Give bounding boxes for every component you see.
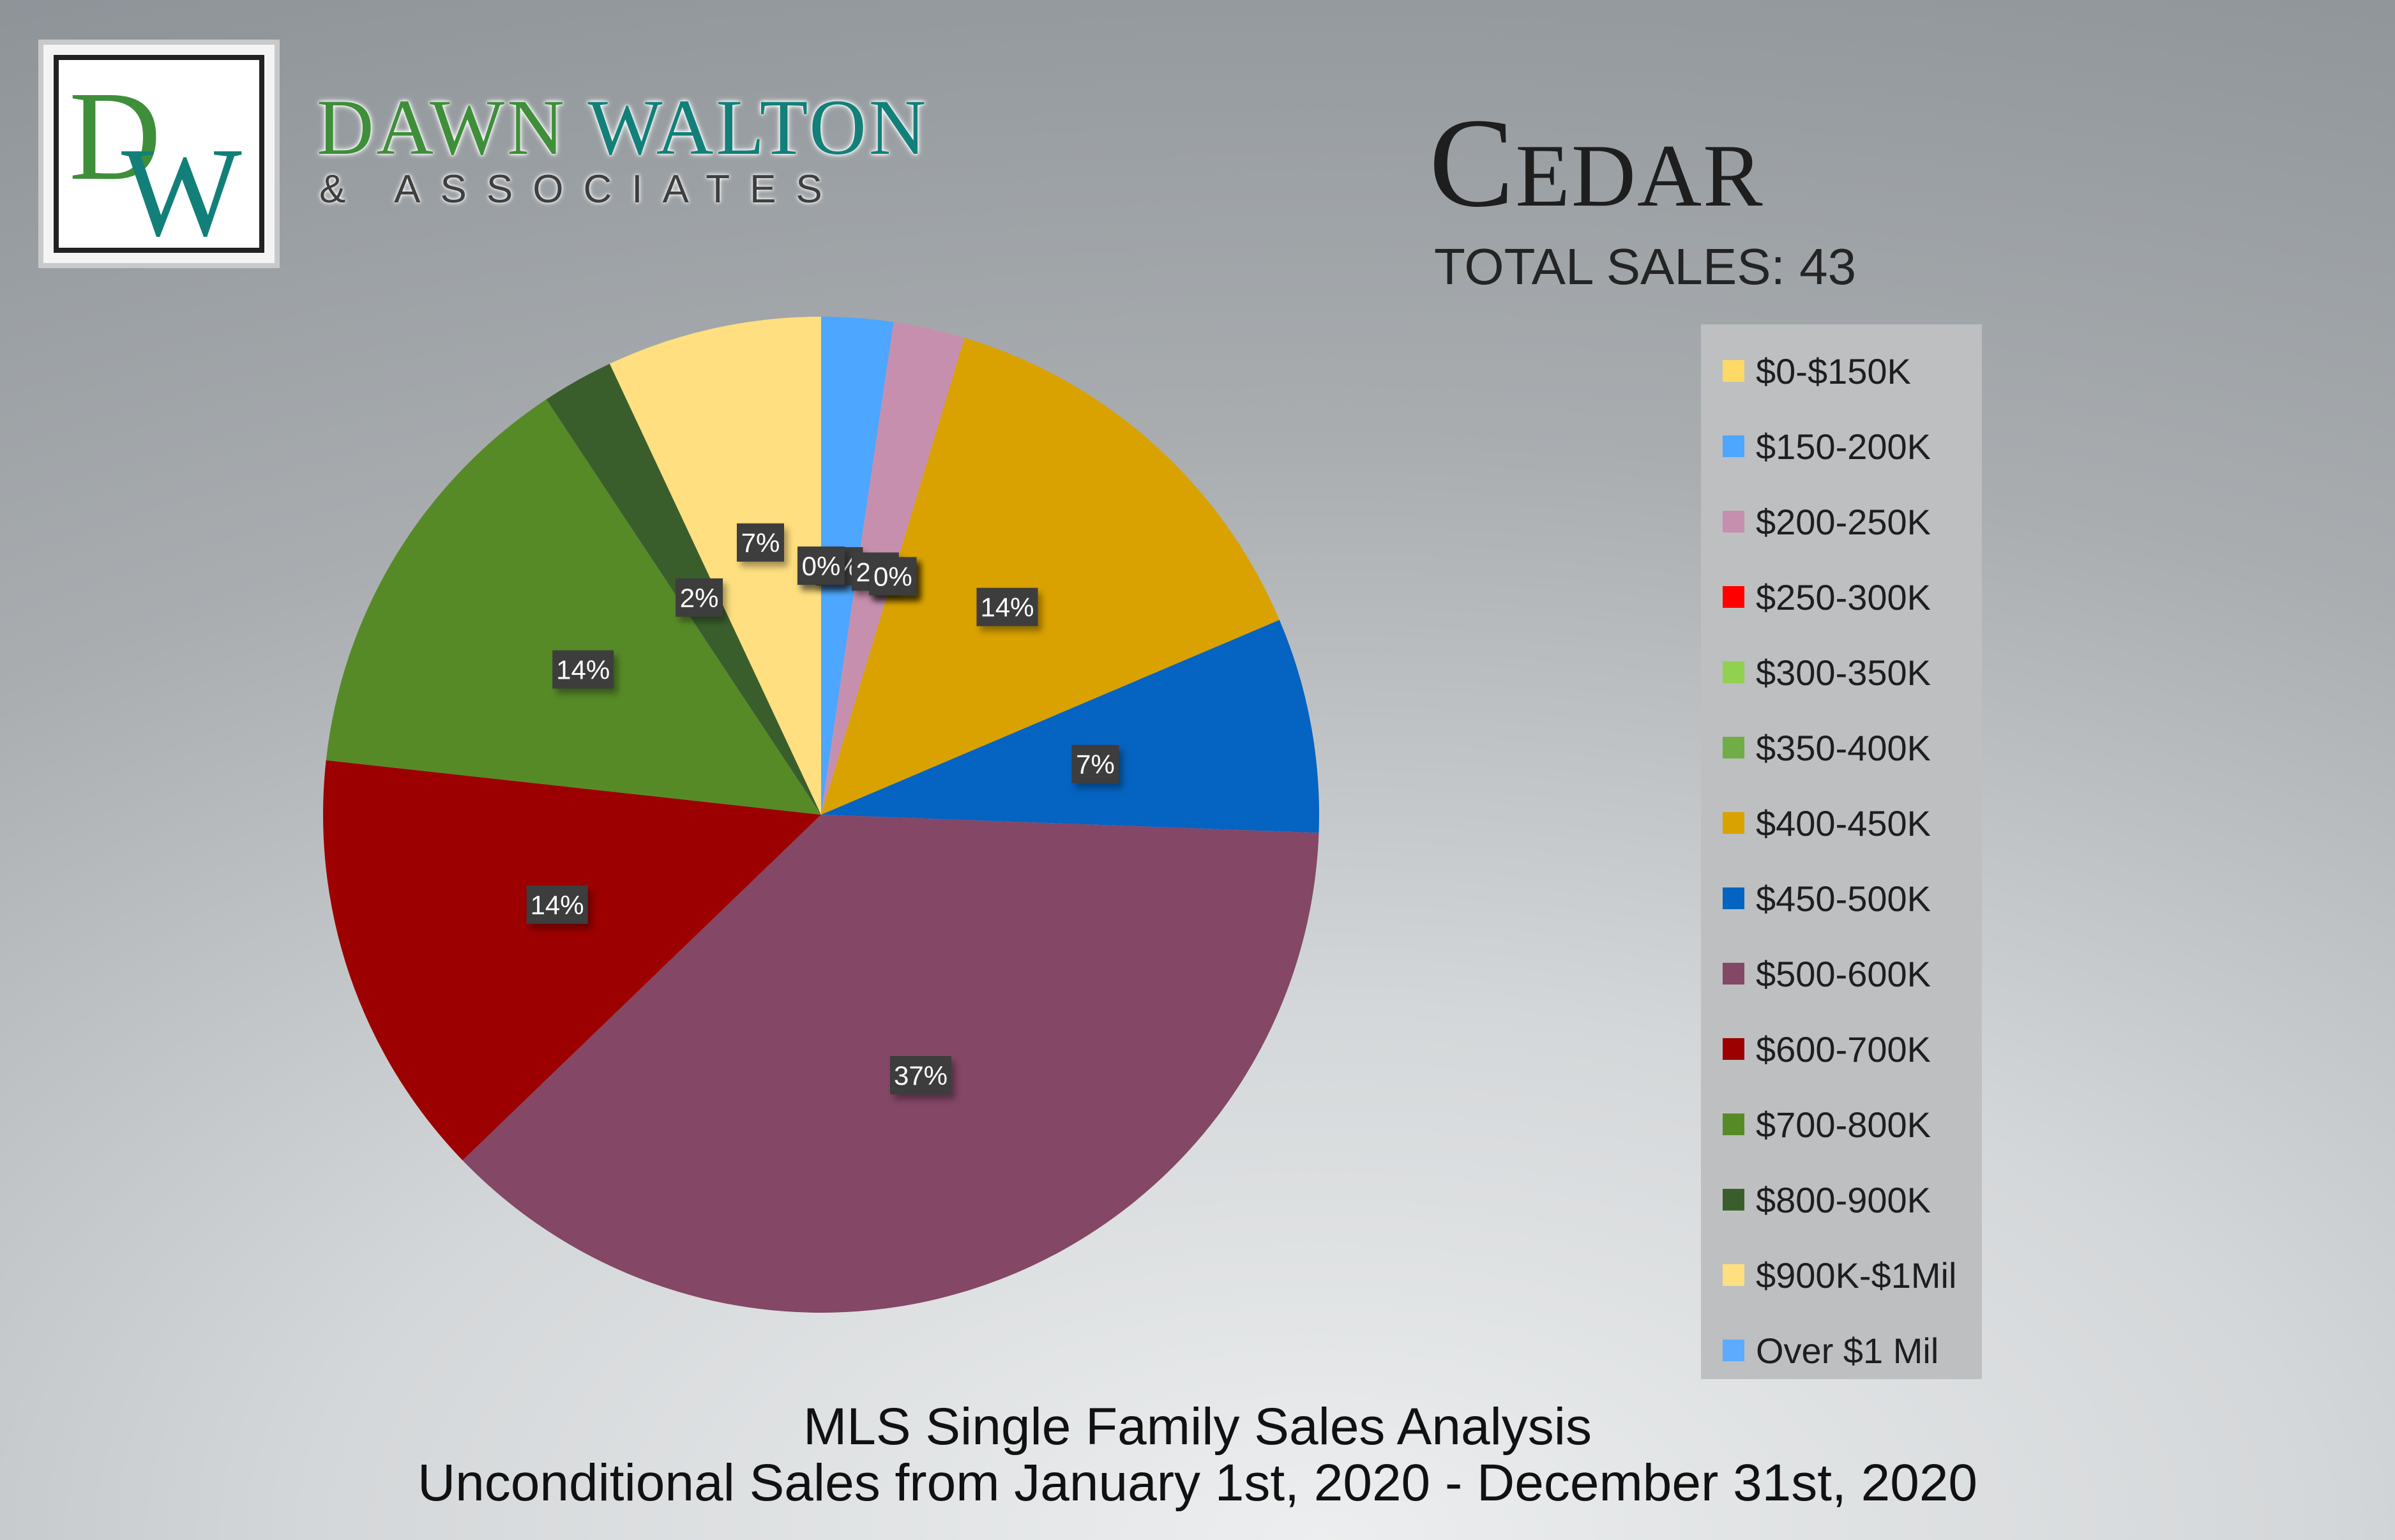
legend-label: $250-300K xyxy=(1756,577,1931,617)
data-label-600-700k: 14% xyxy=(526,886,588,924)
legend-swatch xyxy=(1723,586,1744,608)
svg-text:14%: 14% xyxy=(980,593,1034,623)
legend-item-200-250k: $200-250K xyxy=(1701,494,1982,570)
legend-label: $900K-$1Mil xyxy=(1756,1255,1957,1295)
logo-monogram: D W xyxy=(54,55,264,253)
legend-swatch xyxy=(1723,360,1744,382)
svg-text:0%: 0% xyxy=(873,562,912,592)
legend-label: $200-250K xyxy=(1756,502,1931,542)
legend-swatch xyxy=(1723,887,1744,909)
legend-item-500-600k: $500-600K xyxy=(1701,946,1982,1022)
pie-slice-400-450k xyxy=(821,338,1280,815)
legend-label: $450-500K xyxy=(1756,879,1931,919)
legend-swatch xyxy=(1723,1189,1744,1211)
brand-name: DAWN WALTON xyxy=(317,88,928,167)
svg-text:14%: 14% xyxy=(556,655,610,685)
pie-slice-900k-1mil xyxy=(609,317,821,815)
legend-label: $800-900K xyxy=(1756,1180,1931,1220)
logo: D W xyxy=(38,40,280,268)
legend-item-0-150k: $0-$150K xyxy=(1701,343,1982,419)
legend-item-350-400k: $350-400K xyxy=(1701,720,1982,796)
legend-label: $300-350K xyxy=(1756,653,1931,693)
legend-label: $150-200K xyxy=(1756,427,1931,467)
brand-name-first: DAWN xyxy=(317,84,567,171)
pie-slice-600-700k xyxy=(323,760,822,1161)
data-label-700-800k: 14% xyxy=(552,650,614,689)
legend-swatch xyxy=(1723,511,1744,532)
legend-item-800-900k: $800-900K xyxy=(1701,1172,1982,1248)
data-label-450-500k: 7% xyxy=(1071,744,1119,783)
legend-swatch xyxy=(1723,661,1744,683)
legend-swatch xyxy=(1723,737,1744,759)
svg-text:7%: 7% xyxy=(741,528,780,558)
legend-swatch xyxy=(1723,1113,1744,1135)
legend-label: $500-600K xyxy=(1756,954,1931,994)
logo-letter-w: W xyxy=(121,122,242,253)
footer-date-range: Unconditional Sales from January 1st, 20… xyxy=(417,1454,1978,1512)
legend-item-600-700k: $600-700K xyxy=(1701,1022,1982,1097)
logo-letter-d: D xyxy=(69,66,162,207)
legend-item-400-450k: $400-450K xyxy=(1701,796,1982,871)
city-title: Cedar xyxy=(1429,93,1764,234)
brand-name-second: WALTON xyxy=(587,84,929,171)
data-label-350-400k: 0% xyxy=(869,557,917,596)
legend-item-700-800k: $700-800K xyxy=(1701,1097,1982,1172)
legend-label: $400-450K xyxy=(1756,803,1931,843)
total-sales: TOTAL SALES: 43 xyxy=(1434,238,1857,295)
data-label-900k-1mil: 7% xyxy=(737,523,784,562)
data-label-800-900k: 2% xyxy=(676,578,723,617)
svg-text:14%: 14% xyxy=(531,890,584,920)
pie-slice-450-500k xyxy=(821,619,1320,833)
footer-title: MLS Single Family Sales Analysis xyxy=(803,1398,1592,1456)
pie-slice-700-800k xyxy=(326,399,821,815)
legend-item-450-500k: $450-500K xyxy=(1701,871,1982,946)
legend-item-900k-1mil: $900K-$1Mil xyxy=(1701,1248,1982,1323)
legend-label: $350-400K xyxy=(1756,728,1931,768)
legend-swatch xyxy=(1723,1038,1744,1060)
data-label-500-600k: 37% xyxy=(890,1056,951,1094)
legend-swatch xyxy=(1723,963,1744,985)
legend-item-150-200k: $150-200K xyxy=(1701,419,1982,494)
legend-swatch xyxy=(1723,1340,1744,1361)
svg-text:2%: 2% xyxy=(680,583,719,613)
data-label-400-450k: 14% xyxy=(976,587,1038,626)
legend-item-over-1-mil: Over $1 Mil xyxy=(1701,1323,1982,1398)
chart-legend: $0-$150K $150-200K $200-250K $250-300K $300-… xyxy=(1701,324,1982,1379)
svg-text:7%: 7% xyxy=(1076,750,1115,780)
svg-text:37%: 37% xyxy=(894,1061,948,1091)
legend-label: $0-$150K xyxy=(1756,351,1911,391)
legend-label: $600-700K xyxy=(1756,1029,1931,1069)
legend-swatch xyxy=(1723,1264,1744,1286)
legend-swatch xyxy=(1723,435,1744,457)
legend-label: Over $1 Mil xyxy=(1756,1331,1939,1371)
legend-swatch xyxy=(1723,812,1744,834)
svg-text:0%: 0% xyxy=(802,551,841,581)
brand-subtitle: & ASSOCIATES xyxy=(319,167,842,211)
legend-item-250-300k: $250-300K xyxy=(1701,570,1982,645)
data-label-over-1-mil: 0% xyxy=(797,547,845,585)
legend-label: $700-800K xyxy=(1756,1105,1931,1145)
legend-item-300-350k: $300-350K xyxy=(1701,645,1982,720)
